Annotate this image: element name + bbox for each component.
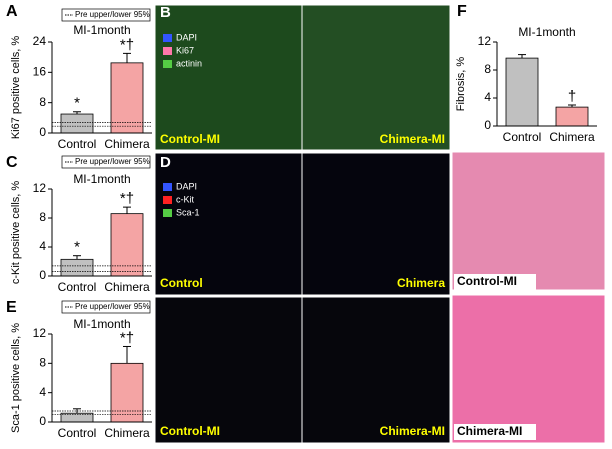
y-axis-label: c-Kit positive cells, %	[10, 181, 22, 285]
micrograph	[301, 152, 451, 296]
legend-swatch	[163, 34, 172, 42]
x-tick-label: Chimera	[549, 130, 595, 144]
y-tick-label: 0	[39, 268, 46, 282]
x-tick-label: Chimera	[104, 280, 150, 294]
bar	[555, 106, 589, 127]
micrograph	[451, 294, 606, 444]
image-label: Control-MI	[160, 424, 220, 438]
image-label: Chimera	[397, 276, 445, 290]
legend-swatch	[163, 196, 172, 204]
image-label: Control-MI	[457, 274, 517, 288]
y-tick-label: 8	[39, 356, 46, 370]
significance-marker: *†	[120, 36, 134, 53]
x-tick-label: Control	[503, 130, 542, 144]
x-tick-label: Chimera	[104, 137, 150, 151]
micrograph	[154, 296, 303, 444]
y-tick-label: 4	[39, 385, 46, 399]
y-axis-label: Ki67 positive cells, %	[10, 36, 22, 140]
chart-title: MI-1month	[518, 25, 575, 39]
legend-label: actinin	[176, 58, 202, 68]
panel-letter: F	[457, 3, 467, 20]
legend-label: DAPI	[176, 32, 197, 42]
legend-swatch	[163, 60, 172, 68]
panel-letter: B	[160, 4, 171, 21]
image-label: Chimera-MI	[457, 424, 522, 438]
micrograph	[301, 4, 451, 151]
x-tick-label: Chimera	[104, 426, 150, 440]
legend-swatch	[163, 209, 172, 217]
label-background	[454, 424, 536, 440]
y-tick-label: 24	[33, 34, 47, 48]
image-label: Control	[160, 276, 203, 290]
bar	[60, 113, 94, 134]
y-tick-label: 12	[33, 326, 47, 340]
image-label: Control-MI	[160, 132, 220, 146]
legend-label: c-Kit	[176, 194, 194, 204]
y-axis-label: Fibrosis, %	[455, 57, 467, 112]
legend-swatch	[163, 47, 172, 55]
chart-title: MI-1month	[73, 317, 130, 331]
x-tick-label: Control	[58, 280, 97, 294]
image-label: Chimera-MI	[380, 132, 445, 146]
y-tick-label: 4	[39, 239, 46, 253]
y-axis-label: Sca-1 positive cells, %	[10, 323, 22, 433]
significance-marker: *	[74, 239, 80, 256]
y-tick-label: 12	[33, 181, 47, 195]
significance-marker: *†	[120, 329, 134, 346]
bar	[60, 258, 94, 277]
legend-label: Pre upper/lower 95%	[75, 157, 150, 166]
legend-box	[61, 300, 151, 314]
legend-label: DAPI	[176, 181, 197, 191]
bar	[110, 362, 144, 423]
panel-letter: A	[6, 3, 18, 20]
y-tick-label: 8	[484, 62, 491, 76]
legend-swatch	[163, 183, 172, 191]
bar	[505, 57, 539, 127]
panel-letter: D	[160, 154, 171, 171]
y-tick-label: 8	[39, 95, 46, 109]
bar	[110, 62, 144, 134]
x-tick-label: Control	[58, 426, 97, 440]
legend-box	[61, 155, 151, 169]
y-tick-label: 0	[484, 118, 491, 132]
label-background	[454, 274, 536, 290]
y-tick-label: 12	[478, 34, 492, 48]
significance-marker: †	[568, 88, 576, 105]
chart-title: MI-1month	[73, 172, 130, 186]
image-label: Chimera-MI	[380, 424, 445, 438]
micrograph	[154, 152, 303, 296]
legend-label: Ki67	[176, 45, 194, 55]
y-tick-label: 4	[484, 90, 491, 104]
legend-label: Sca-1	[176, 207, 200, 217]
bar	[110, 213, 144, 277]
legend-label: Pre upper/lower 95%	[75, 10, 150, 19]
micrograph	[301, 296, 451, 444]
legend-box	[61, 8, 151, 22]
significance-marker: *†	[120, 190, 134, 207]
y-tick-label: 16	[33, 65, 47, 79]
y-tick-label: 8	[39, 210, 46, 224]
x-tick-label: Control	[58, 137, 97, 151]
micrograph	[154, 4, 303, 151]
legend-label: Pre upper/lower 95%	[75, 302, 150, 311]
panel-letter: C	[6, 154, 18, 171]
micrograph	[451, 151, 606, 291]
significance-marker: *	[74, 95, 80, 112]
y-tick-label: 0	[39, 125, 46, 139]
y-tick-label: 0	[39, 414, 46, 428]
panel-letter: E	[6, 299, 17, 316]
chart-title: MI-1month	[73, 23, 130, 37]
